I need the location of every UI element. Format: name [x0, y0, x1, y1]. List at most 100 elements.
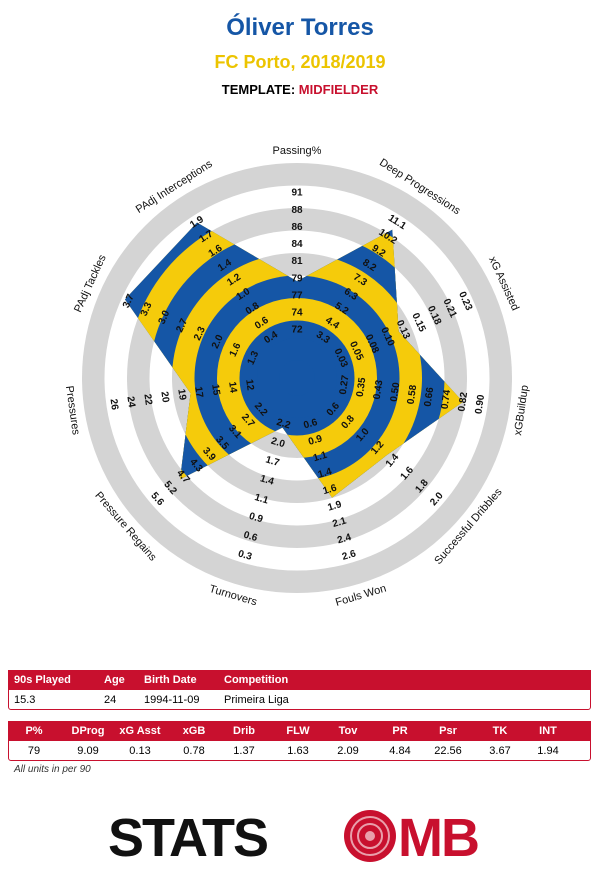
stats-val-10: 1.94: [537, 745, 559, 757]
tick-label: 1.6: [322, 483, 339, 498]
tick-label: 2.0: [210, 333, 226, 351]
stats-col-3: xGB: [182, 725, 206, 737]
val-birth-date: 1994-11-09: [144, 694, 200, 706]
tick-label: 1.4: [317, 466, 334, 481]
center-dot: [279, 360, 315, 396]
template-line: TEMPLATE: MIDFIELDER: [0, 82, 600, 97]
tick-label: 2.2: [275, 417, 292, 432]
radar-chart: 727477798184868891Passing%3.34.45.26.37.…: [63, 145, 531, 609]
axis-label: Pressures: [63, 385, 82, 436]
tick-label: 77: [291, 290, 303, 301]
col-age: Age: [104, 674, 125, 686]
club-season: FC Porto, 2018/2019: [214, 52, 386, 72]
val-age: 24: [104, 694, 117, 706]
tick-label: 0.6: [242, 530, 259, 545]
stats-col-7: PR: [392, 725, 408, 737]
stats-val-0: 79: [27, 745, 41, 757]
tick-label: 1.1: [253, 492, 270, 507]
logo-stats-text: STATS: [108, 808, 267, 864]
template-label: TEMPLATE:: [221, 82, 296, 97]
tick-label: 88: [291, 205, 303, 216]
tick-label: 91: [291, 188, 303, 199]
tick-label: 1.6: [228, 341, 244, 359]
tick-label: 20: [158, 391, 171, 404]
tick-label: 84: [291, 239, 303, 250]
tick-label: 26: [108, 398, 121, 411]
tick-label: 22: [141, 393, 154, 406]
tick-label: 2.7: [174, 317, 190, 335]
template-role: MIDFIELDER: [298, 82, 379, 97]
stats-col-2: xG Asst: [119, 725, 161, 737]
tick-label: 2.1: [331, 515, 348, 530]
tick-label: 15: [209, 383, 222, 396]
tick-label: 0.74: [440, 389, 454, 410]
tick-label: 74: [291, 308, 303, 319]
units-footnote: All units in per 90: [14, 764, 91, 775]
stats-col-4: Drib: [233, 725, 255, 737]
stats-val-7: 4.84: [389, 745, 411, 757]
player-name: Óliver Torres: [226, 14, 374, 41]
tick-label: 81: [291, 256, 303, 267]
stats-table-row: 79 9.09 0.13 0.78 1.37 1.63 2.09 4.84 22.56 3.67 1…: [8, 741, 591, 759]
tick-label: 1.1: [312, 450, 329, 465]
stats-val-1: 9.09: [77, 745, 99, 757]
val-competition: Primeira Liga: [224, 694, 289, 706]
tick-label: 0.27: [338, 374, 352, 395]
tick-label: 1.9: [326, 499, 343, 514]
tick-label: 79: [291, 273, 303, 284]
tick-label: 3.3: [139, 300, 155, 318]
tick-label: 1.3: [246, 349, 262, 367]
tick-label: 24: [124, 396, 137, 409]
val-90s: 15.3: [14, 694, 36, 706]
axis-label: Passing%: [273, 145, 322, 157]
stats-val-4: 1.37: [233, 745, 255, 757]
tick-label: 0.3: [237, 548, 254, 563]
tick-label: 0.43: [372, 379, 386, 400]
tick-label: 0.58: [406, 384, 420, 405]
tick-label: 0.66: [423, 386, 437, 407]
tick-label: 2.6: [341, 548, 358, 563]
stats-val-3: 0.78: [183, 745, 205, 757]
tick-label: 72: [291, 325, 303, 336]
stats-val-9: 3.67: [489, 745, 511, 757]
tick-label: 0.9: [248, 511, 265, 526]
stats-table-frame: [8, 721, 591, 761]
tick-label: 3.7: [121, 292, 137, 310]
tick-label: 0.9: [307, 433, 324, 448]
tick-label: 1.7: [264, 455, 281, 470]
tick-label: 14: [226, 381, 239, 394]
stats-table-header: P% DProg xG Asst xGB Drib FLW Tov PR Psr TK INT: [8, 721, 591, 741]
stats-col-8: Psr: [439, 725, 457, 737]
stats-val-8: 22.56: [434, 745, 462, 757]
tick-label: 86: [291, 222, 303, 233]
col-90s: 90s Played: [14, 674, 71, 686]
tick-label: 0.35: [355, 376, 369, 397]
tick-label: 2.3: [192, 325, 208, 343]
tick-label: 0.50: [389, 381, 403, 402]
tick-label: 17: [192, 386, 205, 399]
tick-label: 2.4: [336, 532, 353, 547]
stats-val-6: 2.09: [337, 745, 359, 757]
profile-table-header: 90s Played Age Birth Date Competition: [8, 670, 591, 690]
stats-val-5: 1.63: [287, 745, 309, 757]
col-birth-date: Birth Date: [144, 674, 197, 686]
tick-label: 12: [243, 379, 256, 392]
stats-col-5: FLW: [286, 725, 310, 737]
profile-table-row: 15.3 24 1994-11-09 Primeira Liga: [8, 690, 591, 708]
stats-col-6: Tov: [338, 725, 358, 737]
profile-table-frame: [8, 670, 591, 710]
tick-label: 2.0: [270, 436, 287, 451]
logo-mb-text: MB: [398, 808, 478, 864]
statsbomb-logo: STATS MB: [108, 808, 480, 864]
bullseye-icon: [344, 810, 396, 862]
tick-label: 19: [175, 388, 188, 401]
col-competition: Competition: [224, 674, 289, 686]
axis-label: xGBuildup: [512, 384, 531, 436]
tick-label: 3.0: [157, 308, 173, 326]
tick-label: 0.6: [302, 417, 319, 432]
stats-col-1: DProg: [71, 725, 105, 737]
tick-label: 0.82: [456, 391, 470, 412]
stats-val-2: 0.13: [129, 745, 151, 757]
stats-col-0: P%: [25, 725, 43, 737]
tick-label: 0.90: [473, 394, 487, 415]
